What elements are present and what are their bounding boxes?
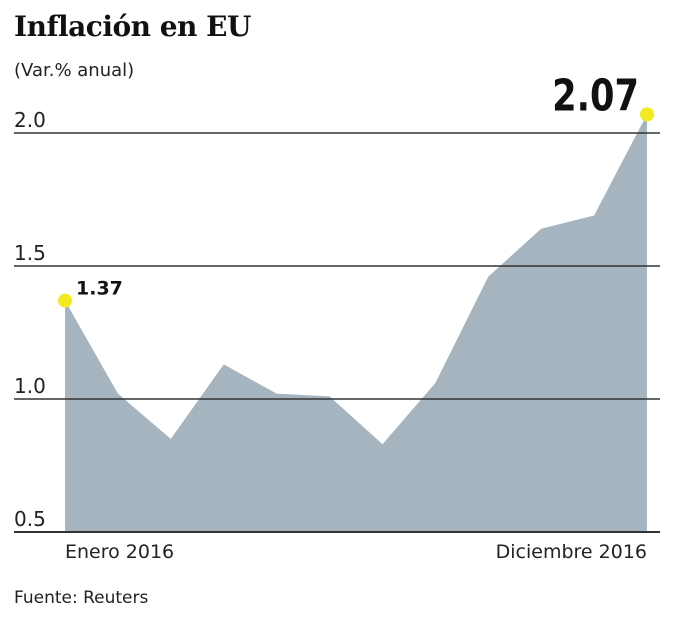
data-label: 1.37 [76,278,123,300]
x-tick-label: Enero 2016 [65,541,174,563]
y-tick-label: 0.5 [14,507,46,531]
y-tick-label: 1.5 [14,241,46,265]
y-tick-label: 1.0 [14,374,46,398]
highlight-marker [58,293,72,308]
data-label: 2.07 [552,71,639,122]
highlight-marker [640,107,654,122]
y-tick-label: 2.0 [14,108,46,132]
x-tick-label: Diciembre 2016 [496,541,647,563]
chart-subtitle: (Var.% anual) [14,60,135,81]
area-series [65,114,647,532]
chart-title: Inflación en EU [14,10,251,43]
source-note: Fuente: Reuters [14,588,149,608]
